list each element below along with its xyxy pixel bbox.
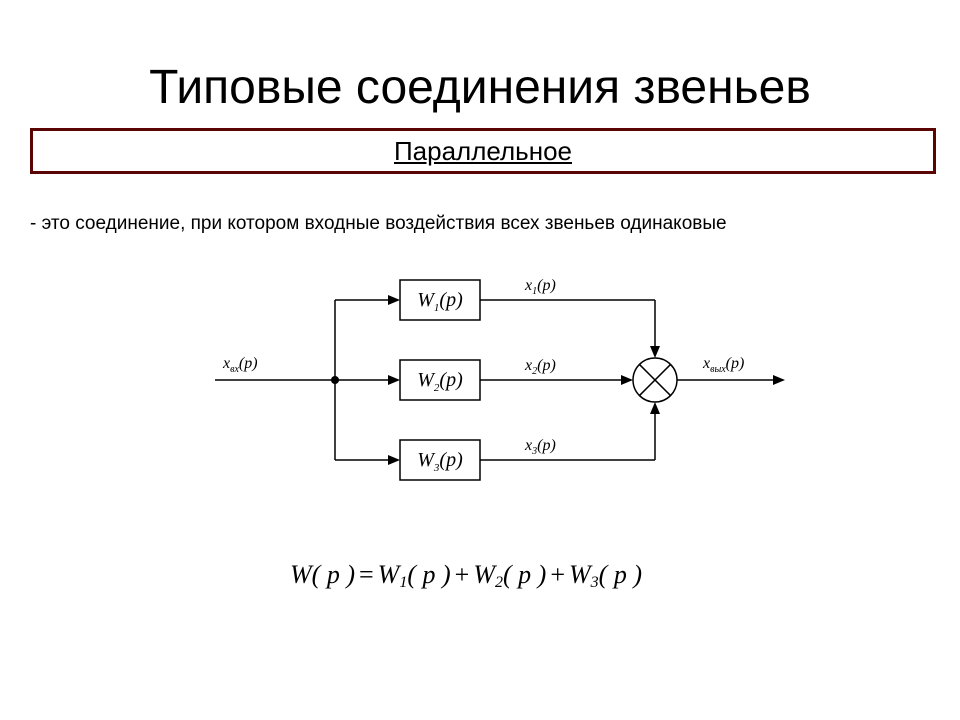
svg-text:x1(p): x1(p) <box>524 277 556 297</box>
svg-text:W3(p): W3(p) <box>417 449 463 474</box>
block-diagram: W1(p) W2(p) W3(p) xвх(p) xвых(p) x1(p) x2(p) x3… <box>205 260 795 500</box>
svg-text:x3(p): x3(p) <box>524 437 556 457</box>
svg-text:W2(p): W2(p) <box>417 369 463 394</box>
subtitle-text: Параллельное <box>394 136 572 166</box>
slide-title: Типовые соединения звеньев <box>0 60 960 115</box>
svg-text:W1(p): W1(p) <box>417 289 463 314</box>
description-text: - это соединение, при котором входные во… <box>30 213 727 235</box>
svg-text:x2(p): x2(p) <box>524 357 556 377</box>
subtitle-box: Параллельное <box>30 128 936 174</box>
svg-text:xвых(p): xвых(p) <box>702 355 744 375</box>
transfer-function-equation: W( p )=W1( p )+W2( p )+W3( p ) <box>290 560 642 592</box>
svg-text:xвх(p): xвх(p) <box>222 355 258 375</box>
